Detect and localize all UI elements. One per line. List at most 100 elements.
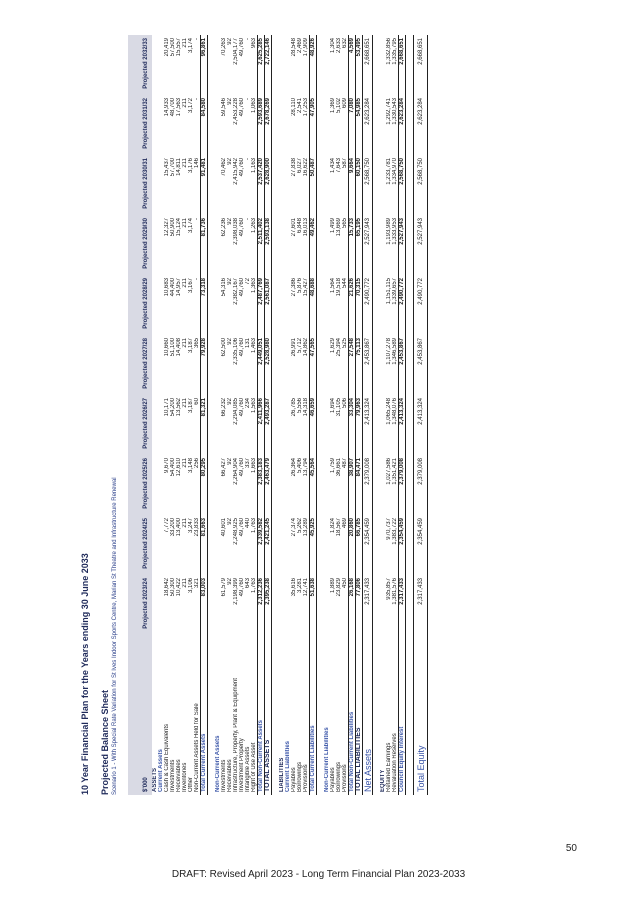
cell-value xyxy=(208,275,216,335)
year-header: Projected 2024/25 xyxy=(143,518,149,569)
cell-value: 46,659 xyxy=(309,395,317,455)
cell-value xyxy=(208,455,216,515)
page-number: 50 xyxy=(565,843,577,854)
table-header-row: $'000 Projected 2023/24 Projected 2024/25… xyxy=(128,35,152,795)
document-title: 10 Year Financial Plan for the Years end… xyxy=(80,553,90,795)
cell-value: 60,150 xyxy=(355,155,363,215)
cell-value: 53,495 xyxy=(355,35,363,95)
cell-value xyxy=(272,95,280,155)
cell-value: 26,168 xyxy=(348,575,356,635)
cell-value: 2,623,284 xyxy=(413,95,428,155)
cell-value xyxy=(406,515,414,575)
cell-value xyxy=(208,575,216,635)
cell-value: 66,785 xyxy=(355,515,363,575)
row-label xyxy=(272,635,280,795)
cell-value: 2,561,087 xyxy=(264,275,272,335)
sheet-title: Projected Balance Sheet xyxy=(100,689,110,795)
cell-value: 2,527,943 xyxy=(398,215,406,275)
row-label xyxy=(317,635,325,795)
cell-value: 2,317,433 xyxy=(362,575,373,635)
cell-value: 2,623,284 xyxy=(362,95,373,155)
cell-value: 96,861 xyxy=(200,35,208,95)
row-label: TOTAL ASSETS xyxy=(264,635,272,795)
cell-value: 2,527,943 xyxy=(362,215,373,275)
year-header: Projected 2025/26 xyxy=(143,458,149,509)
blank-row xyxy=(373,35,381,795)
cell-value xyxy=(208,515,216,575)
cell-value: 2,395,238 xyxy=(264,575,272,635)
cell-value: 21,626 xyxy=(348,275,356,335)
balance-sheet-table: $'000 Projected 2023/24 Projected 2024/25… xyxy=(128,35,428,795)
cell-value xyxy=(406,95,414,155)
cell-value: 2,379,008 xyxy=(362,455,373,515)
cell-value: 2,527,943 xyxy=(413,215,428,275)
rotated-report: 10 Year Financial Plan for the Years end… xyxy=(80,25,620,805)
cell-value: 2,317,433 xyxy=(398,575,406,635)
cell-value: 73,318 xyxy=(200,275,208,335)
cell-value: 2,537,420 xyxy=(257,155,265,215)
cell-value xyxy=(317,575,325,635)
cell-value: 2,623,284 xyxy=(398,95,406,155)
table-body: ASSETS Current Assets Cash & Cash Equivale… xyxy=(152,35,428,795)
cell-value xyxy=(272,455,280,515)
cell-value xyxy=(373,455,381,515)
tot-row: Council Equity Interest 2,317,433 2,354,45… xyxy=(398,35,406,795)
cell-value: 2,354,459 xyxy=(362,515,373,575)
year-header: Projected 2023/24 xyxy=(143,578,149,629)
cell-value: 51,638 xyxy=(309,575,317,635)
cell-value: 48,688 xyxy=(309,275,317,335)
big-row: TOTAL ASSETS 2,395,238 2,421,245 2,463,479 2… xyxy=(264,35,272,795)
cell-value: 50,487 xyxy=(309,155,317,215)
row-label: Total Current Liabilities xyxy=(309,635,317,795)
cell-value: 20,860 xyxy=(348,515,356,575)
cell-value: 2,487,769 xyxy=(257,275,265,335)
cell-value xyxy=(272,215,280,275)
cell-value: 91,481 xyxy=(200,155,208,215)
cell-value xyxy=(406,575,414,635)
cell-value: 2,354,459 xyxy=(413,515,428,575)
cell-value xyxy=(406,275,414,335)
cell-value: 2,453,867 xyxy=(413,335,428,395)
cell-value xyxy=(406,335,414,395)
cell-value xyxy=(208,155,216,215)
cell-value xyxy=(373,575,381,635)
row-label: Council Equity Interest xyxy=(398,635,406,795)
cell-value: 2,379,008 xyxy=(413,455,428,515)
cell-value xyxy=(406,395,414,455)
cell-value: 49,462 xyxy=(309,215,317,275)
row-label xyxy=(208,635,216,795)
cell-value xyxy=(406,215,414,275)
cell-value: 77,806 xyxy=(355,575,363,635)
blank-row xyxy=(208,35,216,795)
cell-value xyxy=(208,95,216,155)
cell-value: 80,295 xyxy=(200,455,208,515)
year-header: Projected 2031/32 xyxy=(143,98,149,149)
blank-row xyxy=(406,35,414,795)
tot-row: Total Non-Current Assets 2,312,236 2,339,5… xyxy=(257,35,265,795)
row-label: Total Equity xyxy=(413,635,428,795)
cell-value: 2,490,772 xyxy=(398,275,406,335)
cell-value: 65,195 xyxy=(355,215,363,275)
cell-value xyxy=(208,395,216,455)
cell-value xyxy=(272,515,280,575)
cell-value: 45,925 xyxy=(309,515,317,575)
cell-value: 2,463,479 xyxy=(264,455,272,515)
cell-value xyxy=(317,215,325,275)
row-label: Net Assets xyxy=(362,635,373,795)
cell-value: 2,354,459 xyxy=(398,515,406,575)
cell-value xyxy=(406,155,414,215)
cell-value: 2,511,402 xyxy=(257,215,265,275)
cell-value: 2,379,008 xyxy=(398,455,406,515)
cell-value xyxy=(272,35,280,95)
cell-value: 47,905 xyxy=(309,95,317,155)
cell-value: 27,548 xyxy=(348,335,356,395)
net-row: Net Assets 2,317,433 2,354,459 2,379,008 2,4… xyxy=(362,35,373,795)
cell-value: 2,421,245 xyxy=(264,515,272,575)
cell-value: 2,722,146 xyxy=(264,35,272,95)
row-label: Total Current Assets xyxy=(200,635,208,795)
cell-value xyxy=(317,35,325,95)
tot-row: Total Current Liabilities 51,638 45,925 45,… xyxy=(309,35,317,795)
row-label xyxy=(406,635,414,795)
cell-value: 2,449,051 xyxy=(257,335,265,395)
cell-value xyxy=(317,455,325,515)
